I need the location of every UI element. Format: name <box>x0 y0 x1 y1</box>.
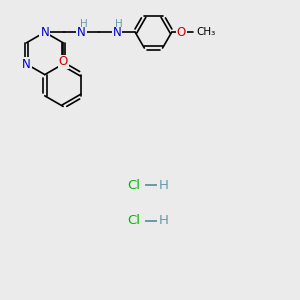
Text: H: H <box>158 214 168 227</box>
Text: N: N <box>77 26 86 39</box>
Text: N: N <box>112 26 121 39</box>
Text: Cl: Cl <box>127 179 140 192</box>
Text: CH₃: CH₃ <box>196 27 216 37</box>
Text: Cl: Cl <box>127 214 140 227</box>
Text: O: O <box>58 56 68 68</box>
Text: H: H <box>80 19 88 29</box>
Text: N: N <box>22 58 31 70</box>
Text: O: O <box>176 26 186 39</box>
Text: H: H <box>158 179 168 192</box>
Text: H: H <box>116 19 123 29</box>
Text: N: N <box>40 26 49 39</box>
